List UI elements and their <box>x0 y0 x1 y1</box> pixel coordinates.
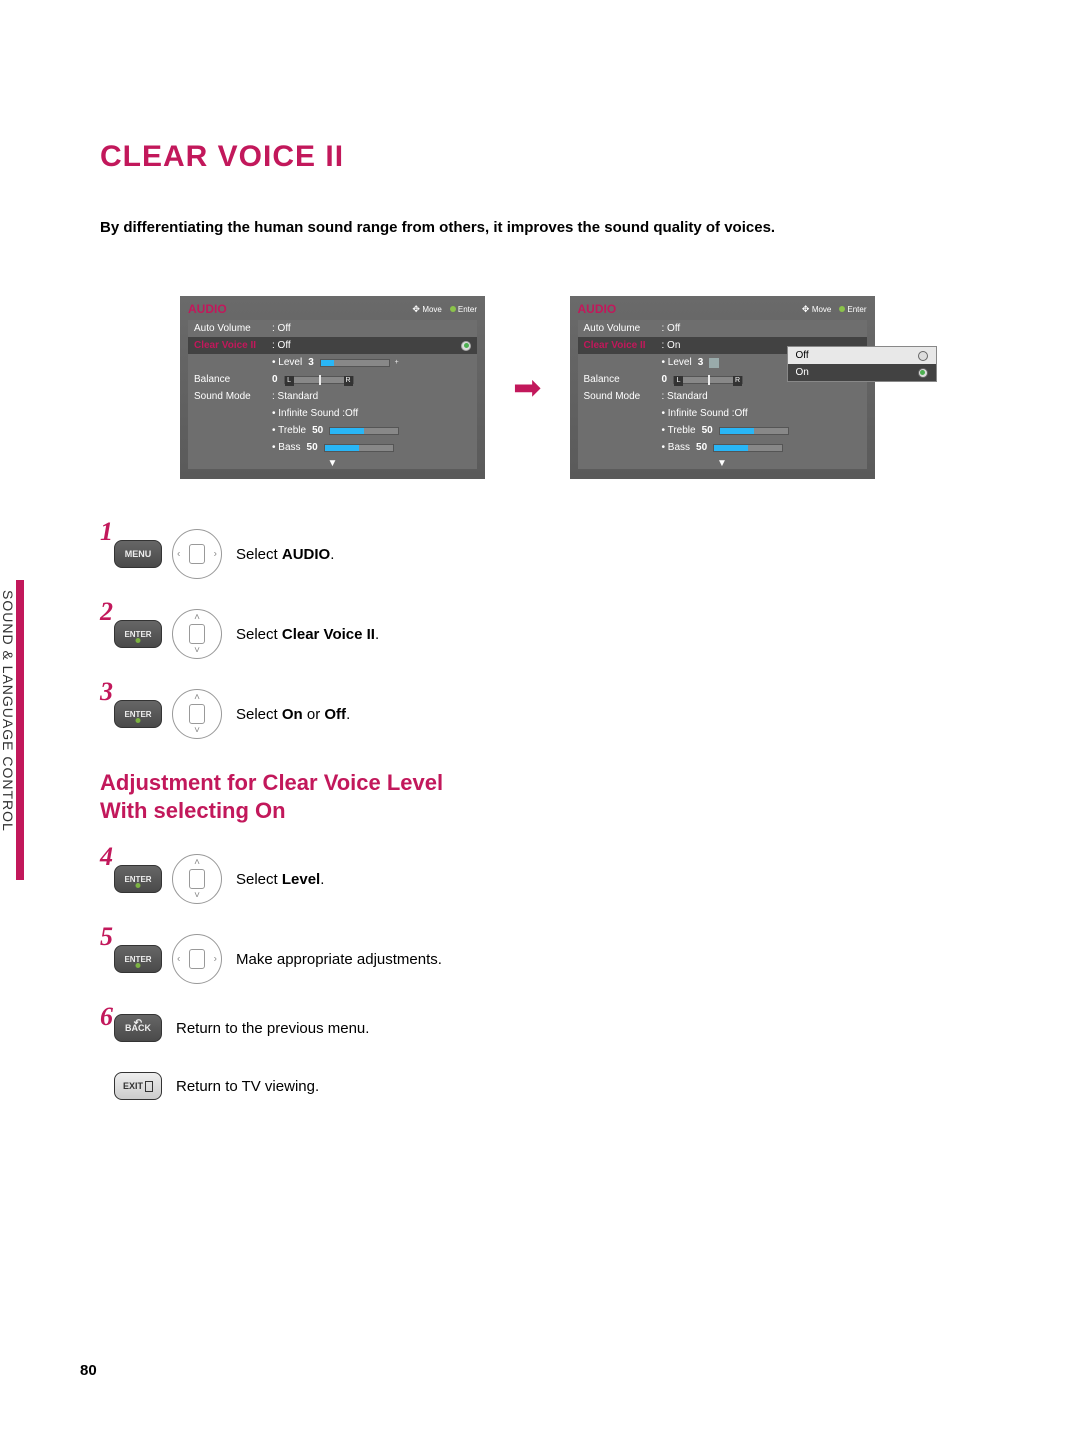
nav-pad-ud[interactable]: ˄˅‹› <box>172 609 222 659</box>
step-4: 4 ENTER ˄˅‹› Select Level. <box>100 854 980 904</box>
osd-title: AUDIO <box>188 302 227 316</box>
level-slider[interactable]: - + <box>320 359 390 367</box>
treble-slider[interactable] <box>719 427 789 435</box>
menu-button[interactable]: MENU <box>114 540 162 568</box>
osd-row-balance: Balance 0 L R <box>188 371 477 388</box>
bass-slider[interactable] <box>324 444 394 452</box>
level-box-icon <box>709 358 719 368</box>
osd-row-infinite: Infinite Sound :Off <box>578 405 867 422</box>
balance-slider[interactable]: L R <box>673 376 743 384</box>
enter-button[interactable]: ENTER <box>114 945 162 973</box>
osd-hints: Move Enter <box>802 304 867 314</box>
step-text: Make appropriate adjustments. <box>236 951 442 968</box>
osd-title: AUDIO <box>578 302 617 316</box>
enter-button[interactable]: ENTER <box>114 865 162 893</box>
arrow-right-icon: ➡ <box>513 368 542 408</box>
step-1: 1 MENU ˄˅‹› Select AUDIO. <box>100 529 980 579</box>
enter-button[interactable]: ENTER <box>114 700 162 728</box>
step-5: 5 ENTER ˄˅‹› Make appropriate adjustment… <box>100 934 980 984</box>
osd-row-sound-mode: Sound Mode : Standard <box>578 388 867 405</box>
chevron-down-icon: ▼ <box>578 456 867 469</box>
chevron-down-icon: ▼ <box>188 456 477 469</box>
nav-pad-lr[interactable]: ˄˅‹› <box>172 529 222 579</box>
balance-slider[interactable]: L R <box>284 376 354 384</box>
step-text: Return to the previous menu. <box>176 1020 369 1037</box>
exit-button[interactable]: EXIT <box>114 1072 162 1100</box>
clear-voice-popup: Off On <box>787 346 937 382</box>
osd-panel-after: AUDIO Move Enter Auto Volume : Off Clear… <box>570 296 875 479</box>
nav-pad-lr[interactable]: ˄˅‹› <box>172 934 222 984</box>
nav-pad-ud[interactable]: ˄˅‹› <box>172 854 222 904</box>
osd-panel-before: AUDIO Move Enter Auto Volume : Off Clear… <box>180 296 485 479</box>
osd-row-bass: Bass 50 <box>578 439 867 456</box>
nav-pad-ud[interactable]: ˄˅‹› <box>172 689 222 739</box>
step-text: Select Level. <box>236 871 324 888</box>
osd-row-sound-mode: Sound Mode : Standard <box>188 388 477 405</box>
osd-row-auto-volume: Auto Volume : Off <box>188 320 477 337</box>
popup-option-off[interactable]: Off <box>788 347 936 364</box>
osd-row-treble: Treble 50 <box>578 422 867 439</box>
radio-selected-icon <box>918 368 928 378</box>
step-3: 3 ENTER ˄˅‹› Select On or Off. <box>100 689 980 739</box>
osd-row-treble: Treble 50 <box>188 422 477 439</box>
step-2: 2 ENTER ˄˅‹› Select Clear Voice II. <box>100 609 980 659</box>
osd-comparison-row: AUDIO Move Enter Auto Volume : Off Clear… <box>100 296 980 479</box>
enter-button[interactable]: ENTER <box>114 620 162 648</box>
step-6: 6 BACK Return to the previous menu. <box>100 1014 980 1042</box>
move-icon <box>802 304 812 314</box>
section-heading: Adjustment for Clear Voice Level With se… <box>100 769 980 824</box>
enter-dot-icon <box>839 306 845 312</box>
step-text: Return to TV viewing. <box>176 1078 319 1095</box>
step-text: Select On or Off. <box>236 706 350 723</box>
treble-slider[interactable] <box>329 427 399 435</box>
step-text: Select AUDIO. <box>236 546 334 563</box>
popup-option-on[interactable]: On <box>788 364 936 381</box>
osd-row-level: Level 3 - + <box>188 354 477 371</box>
move-icon <box>412 304 422 314</box>
step-text: Select Clear Voice II. <box>236 626 379 643</box>
osd-row-infinite: Infinite Sound :Off <box>188 405 477 422</box>
osd-hints: Move Enter <box>412 304 477 314</box>
enter-dot-icon <box>450 306 456 312</box>
bass-slider[interactable] <box>713 444 783 452</box>
page-title: CLEAR VOICE II <box>100 140 980 174</box>
back-button[interactable]: BACK <box>114 1014 162 1042</box>
page-subtitle: By differentiating the human sound range… <box>100 219 980 236</box>
osd-row-clear-voice[interactable]: Clear Voice II : Off <box>188 337 477 354</box>
step-exit: EXIT Return to TV viewing. <box>100 1072 980 1100</box>
osd-row-auto-volume: Auto Volume : Off <box>578 320 867 337</box>
radio-icon <box>918 351 928 361</box>
osd-row-bass: Bass 50 <box>188 439 477 456</box>
radio-selected-icon <box>461 341 471 351</box>
page-number: 80 <box>80 1362 97 1379</box>
